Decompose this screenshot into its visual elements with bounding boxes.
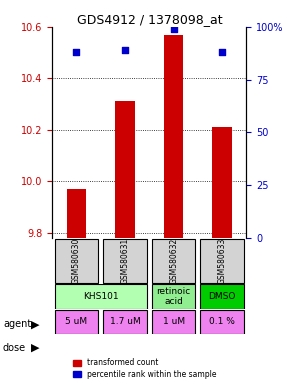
Point [74,49,79,55]
FancyBboxPatch shape [152,285,195,308]
Text: retinoic
acid: retinoic acid [157,287,191,306]
Text: DMSO: DMSO [209,292,236,301]
FancyBboxPatch shape [55,285,147,308]
Point [171,26,176,32]
Text: GSM580632: GSM580632 [169,238,178,284]
FancyBboxPatch shape [152,310,195,334]
Text: 5 uM: 5 uM [66,317,88,326]
Text: agent: agent [3,319,31,329]
Point [220,49,224,55]
Text: ▶: ▶ [30,343,39,353]
Text: 1.7 uM: 1.7 uM [110,317,140,326]
Legend: transformed count, percentile rank within the sample: transformed count, percentile rank withi… [72,357,218,380]
Bar [213,127,232,238]
Text: KHS101: KHS101 [83,292,119,301]
Text: 1 uM: 1 uM [163,317,185,326]
Bar [164,35,183,238]
Text: dose: dose [3,343,26,353]
Text: GSM580633: GSM580633 [218,238,227,284]
FancyBboxPatch shape [55,310,98,334]
Text: GSM580631: GSM580631 [121,238,130,284]
Text: ▶: ▶ [30,319,39,329]
Bar [67,189,86,238]
FancyBboxPatch shape [152,239,195,283]
FancyBboxPatch shape [103,310,147,334]
FancyBboxPatch shape [200,310,244,334]
Title: GDS4912 / 1378098_at: GDS4912 / 1378098_at [77,13,222,26]
Point [123,47,127,53]
FancyBboxPatch shape [200,239,244,283]
FancyBboxPatch shape [103,239,147,283]
Text: GSM580630: GSM580630 [72,238,81,284]
Bar [115,101,135,238]
FancyBboxPatch shape [200,285,244,308]
Text: 0.1 %: 0.1 % [209,317,235,326]
FancyBboxPatch shape [55,239,98,283]
